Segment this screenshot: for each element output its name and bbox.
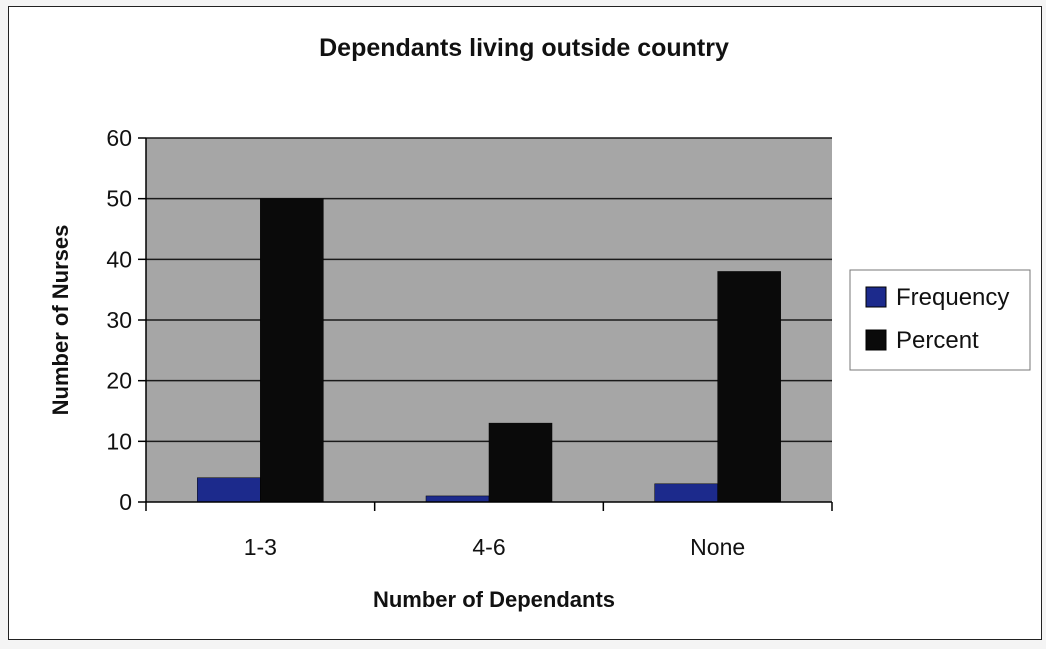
y-tick-label: 0 [119,489,132,515]
bar-frequency-none [654,483,718,503]
x-tick-label: None [690,534,745,560]
legend-label-frequency: Frequency [896,284,1009,311]
y-axis-title: Number of Nurses [48,225,73,416]
y-tick-label: 50 [106,186,132,212]
bar-frequency-1-3 [197,477,261,503]
y-tick-label: 20 [106,368,132,394]
y-tick-label: 10 [106,428,132,454]
x-tick-label: 4-6 [472,534,505,560]
legend: Frequency Percent [849,269,1031,371]
bar-frequency-4-6 [425,495,490,503]
legend-label-percent: Percent [896,327,979,354]
bar-percent-4-6 [488,422,553,503]
x-axis-title: Number of Dependants [373,587,615,612]
legend-swatch-percent [865,329,887,351]
y-tick-label: 40 [106,246,132,272]
bar-percent-1-3 [260,198,324,503]
y-tick-label: 60 [106,125,132,151]
bar-percent-none [717,271,781,503]
y-tick-label: 30 [106,307,132,333]
chart-title: Dependants living outside country [319,34,729,62]
x-axis: 1-3 4-6 None [145,501,833,560]
x-tick-label: 1-3 [244,534,277,560]
legend-swatch-frequency [865,286,887,308]
bars [197,198,781,503]
y-axis: 0 10 20 30 40 50 60 [106,125,147,515]
